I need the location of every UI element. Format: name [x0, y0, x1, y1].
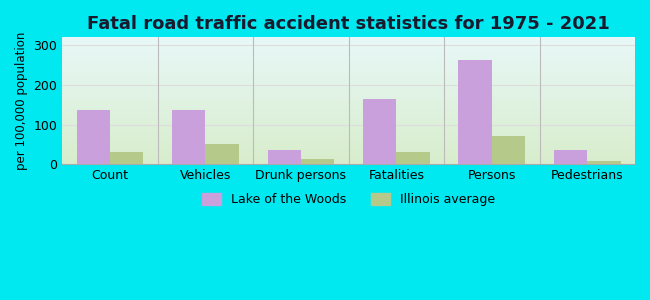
Bar	[363, 99, 396, 164]
Legend: Lake of the Woods, Illinois average: Lake of the Woods, Illinois average	[197, 188, 500, 211]
Title: Fatal road traffic accident statistics for 1975 - 2021: Fatal road traffic accident statistics f…	[87, 15, 610, 33]
Bar	[301, 159, 334, 164]
Bar	[77, 110, 110, 164]
Bar	[587, 161, 621, 164]
Y-axis label: per 100,000 population: per 100,000 population	[15, 32, 28, 170]
Bar	[268, 150, 301, 164]
Bar	[492, 136, 525, 164]
Bar	[205, 144, 239, 164]
Bar	[554, 150, 587, 164]
Bar	[172, 110, 205, 164]
Bar	[396, 152, 430, 164]
Bar	[110, 152, 144, 164]
Bar	[458, 60, 492, 164]
